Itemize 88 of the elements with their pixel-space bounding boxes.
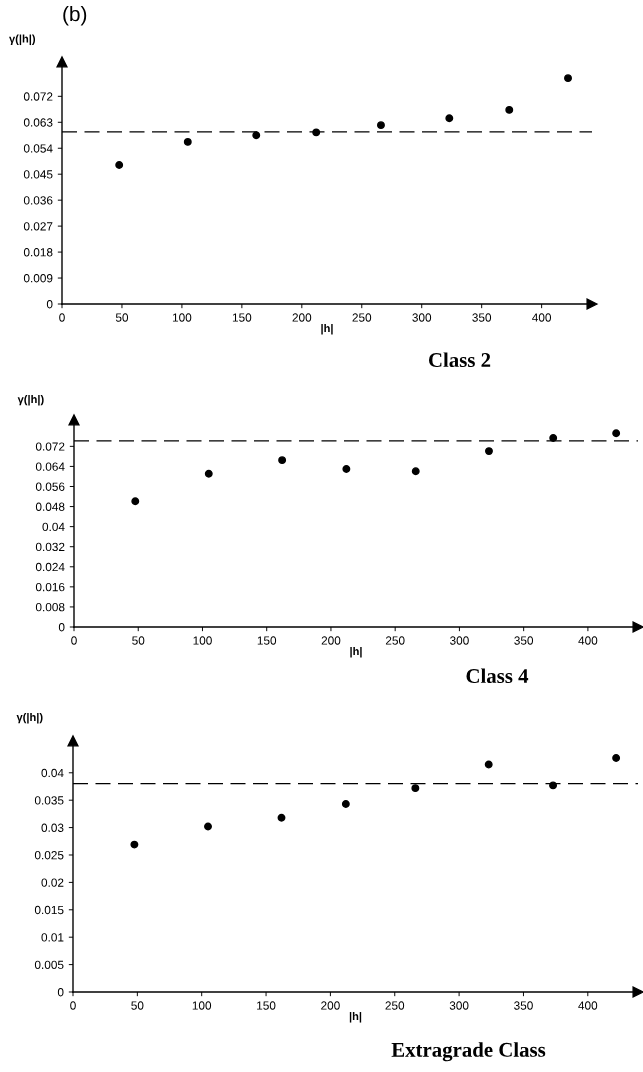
text: Class 4 — [466, 668, 529, 684]
y-tick-label: 0.035 — [34, 796, 64, 805]
x-tick-label: 250 — [385, 1001, 405, 1010]
y-tick-label: 0.03 — [41, 823, 64, 832]
y-axis-title: γ(|h|) — [16, 712, 43, 724]
y-tick-label: 0 — [57, 988, 64, 997]
x-axis-title: |h| — [350, 647, 362, 658]
x-tick-label: 200 — [321, 636, 341, 645]
y-tick-label: 0.027 — [23, 222, 53, 231]
y-tick-label: 0.015 — [34, 905, 64, 915]
point — [612, 429, 621, 438]
y-tick-label: 0.018 — [23, 248, 53, 257]
y-tick-label: 0.045 — [23, 170, 53, 179]
point — [445, 114, 454, 123]
point — [549, 434, 558, 443]
point — [342, 464, 351, 473]
point — [312, 128, 321, 137]
y-tick-label: 0.064 — [35, 462, 65, 471]
text: Class 2 — [428, 352, 491, 368]
y-tick-label: 0.01 — [41, 933, 64, 942]
point — [612, 754, 621, 762]
y-tick-label: 0.072 — [23, 92, 53, 101]
point — [277, 813, 286, 822]
y-tick-label: 0.008 — [35, 602, 65, 612]
y-tick-label: 0.036 — [23, 196, 53, 205]
y-tick-label: 0.016 — [35, 582, 65, 592]
x-tick-label: 350 — [472, 313, 492, 322]
x-tick-label: 350 — [514, 1001, 533, 1010]
x-tick-label: 150 — [257, 1001, 276, 1010]
y-tick-label: 0.056 — [35, 482, 65, 491]
y-tick-label: 0.04 — [41, 768, 64, 778]
y-tick-label: 0 — [46, 300, 53, 309]
y-tick-label: 0.025 — [34, 851, 64, 860]
point — [183, 137, 192, 146]
text: Extragrade Class — [391, 1042, 546, 1062]
y-tick-label: 0.072 — [35, 442, 65, 451]
x-axis-title: |h| — [349, 1012, 362, 1023]
text: (b) — [63, 6, 87, 26]
point — [377, 121, 385, 130]
x-tick-label: 50 — [132, 636, 145, 645]
x-tick-label: 50 — [131, 1001, 144, 1010]
x-tick-label: 100 — [193, 636, 212, 645]
x-tick-label: 100 — [172, 313, 192, 322]
point — [341, 800, 350, 808]
point — [564, 74, 572, 83]
x-tick-label: 100 — [192, 1001, 212, 1010]
point — [131, 497, 140, 506]
x-tick-label: 50 — [115, 313, 129, 322]
y-tick-label: 0.032 — [35, 542, 65, 552]
point — [484, 760, 493, 769]
x-tick-label: 300 — [450, 636, 469, 645]
point — [505, 105, 514, 114]
point — [204, 822, 212, 831]
point — [485, 447, 493, 456]
point — [115, 161, 124, 169]
x-tick-label: 300 — [412, 313, 432, 322]
x-tick-label: 400 — [532, 313, 552, 322]
y-tick-label: 0.048 — [35, 502, 65, 511]
point — [278, 456, 287, 465]
x-tick-label: 400 — [578, 636, 598, 645]
y-tick-label: 0.054 — [23, 144, 53, 153]
x-tick-label: 200 — [321, 1001, 340, 1010]
point — [252, 131, 261, 140]
y-axis-title: γ(|h|) — [17, 394, 44, 406]
point — [204, 469, 213, 478]
y-tick-label: 0.005 — [34, 960, 64, 969]
y-tick-label: 0.04 — [42, 522, 65, 532]
y-tick-label: 0.063 — [23, 118, 53, 127]
point — [549, 781, 558, 790]
point — [130, 840, 139, 849]
y-axis-title: γ(|h|) — [9, 34, 36, 46]
x-tick-label: 200 — [292, 313, 312, 322]
x-tick-label: 0 — [71, 636, 77, 645]
x-tick-label: 400 — [578, 1001, 598, 1010]
x-tick-label: 250 — [352, 313, 372, 322]
x-tick-label: 0 — [70, 1001, 76, 1010]
x-axis-title: |h| — [321, 324, 333, 335]
x-tick-label: 350 — [514, 636, 534, 645]
point — [411, 467, 420, 476]
x-tick-label: 300 — [449, 1001, 469, 1010]
y-tick-label: 0.02 — [41, 878, 64, 887]
point — [411, 784, 420, 793]
x-tick-label: 250 — [385, 636, 405, 645]
x-tick-label: 150 — [257, 636, 277, 645]
x-tick-label: 150 — [232, 313, 252, 322]
y-tick-label: 0.024 — [35, 562, 65, 572]
y-tick-label: 0 — [58, 623, 65, 632]
y-tick-label: 0.009 — [23, 274, 53, 283]
